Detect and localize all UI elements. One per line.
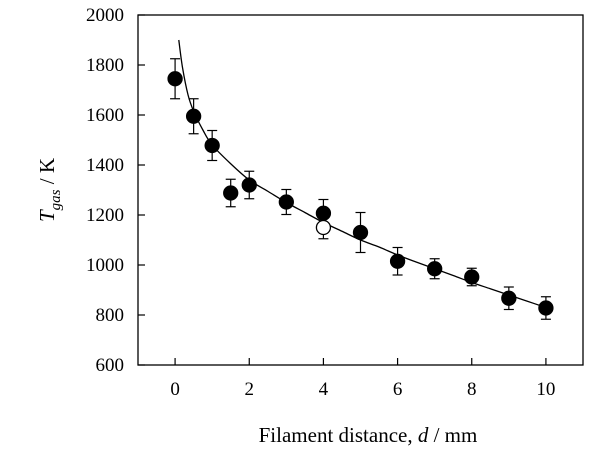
data-point bbox=[352, 224, 369, 241]
x-tick-label: 6 bbox=[393, 379, 403, 400]
data-point bbox=[278, 194, 294, 210]
x-tick-label: 8 bbox=[467, 379, 477, 400]
data-point bbox=[315, 205, 332, 221]
x-ticks: 0 2 4 6 8 10 bbox=[170, 358, 555, 400]
plot-frame bbox=[137, 14, 584, 366]
data-point bbox=[427, 261, 443, 277]
x-tick-label: 2 bbox=[245, 379, 255, 400]
y-tick-label: 600 bbox=[96, 355, 125, 376]
y-tick-label: 800 bbox=[96, 305, 125, 326]
data-point bbox=[185, 108, 202, 124]
data-points bbox=[167, 71, 554, 316]
data-point bbox=[241, 177, 257, 193]
y-tick-label: 1800 bbox=[86, 55, 124, 76]
x-tick-label: 4 bbox=[319, 379, 329, 400]
y-tick-label: 1400 bbox=[86, 155, 124, 176]
y-ticks: 600 800 1000 1200 1400 1600 1800 2000 bbox=[86, 5, 145, 376]
data-point bbox=[223, 185, 239, 201]
y-tick-label: 1600 bbox=[86, 105, 124, 126]
data-point bbox=[389, 253, 406, 269]
data-point bbox=[501, 290, 517, 306]
data-point-open bbox=[315, 219, 332, 236]
data-point bbox=[167, 71, 183, 87]
data-point bbox=[204, 137, 220, 154]
y-tick-label: 1000 bbox=[86, 255, 124, 276]
y-tick-label: 1200 bbox=[86, 205, 124, 226]
x-axis-title: Filament distance, d / mm bbox=[259, 423, 478, 447]
x-tick-label: 0 bbox=[170, 379, 180, 400]
y-tick-label: 2000 bbox=[86, 5, 124, 26]
data-point bbox=[538, 300, 554, 316]
data-point bbox=[464, 269, 480, 285]
y-axis-title: Tgas / K bbox=[35, 158, 64, 222]
x-tick-label: 10 bbox=[536, 379, 555, 400]
fit-curve bbox=[178, 39, 547, 309]
